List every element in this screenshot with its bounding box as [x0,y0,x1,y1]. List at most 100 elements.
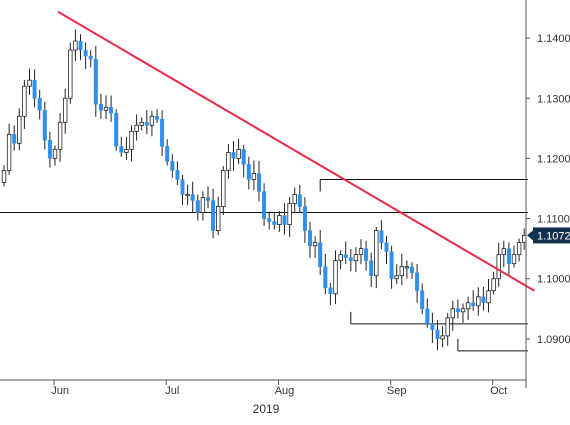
candle-body-up [486,290,491,304]
candle [231,141,236,172]
candle-body-down [241,149,246,165]
candle-body-up [287,203,292,225]
candle [129,125,134,162]
candle [262,183,267,227]
candle-body-down [78,40,83,51]
candle [170,153,175,178]
candle [139,117,144,131]
candle [338,250,343,270]
candle [78,34,83,61]
candle-body-up [450,308,455,319]
candle [124,136,129,160]
candle [353,247,359,272]
candle [415,263,420,303]
candle [221,166,226,215]
candle-body-down [144,122,149,126]
candle-body-up [338,254,343,262]
candle [277,211,282,232]
candle-body-down [211,200,216,231]
candle-body-down [369,260,374,276]
candle-body-down [455,308,460,313]
candle-body-up [476,296,481,307]
candle-body-up [149,115,155,126]
candle [103,95,109,119]
candle [185,184,190,206]
candle-body-up [394,275,399,280]
candle [12,125,17,151]
candle-body-up [277,215,282,225]
candle-body-up [226,151,231,171]
last-price-pointer [527,230,533,241]
candle [205,186,210,209]
candle [200,191,206,221]
y-tick-label: 1.1400 [537,33,570,45]
candle [358,239,364,265]
candle [450,300,455,331]
candle [486,279,491,313]
candle-body-down [471,302,476,307]
candle-body-down [282,215,287,225]
candle [481,286,486,311]
candle [6,123,12,175]
candle-body-down [32,80,37,99]
candle-body-down [47,140,52,159]
candle [297,184,302,213]
candle-body-up [57,121,63,150]
candle-body-down [154,116,159,120]
candle-body-up [496,254,501,280]
candle-body-down [415,272,420,291]
candle-body-up [185,194,190,197]
candle-body-down [160,119,165,147]
candle-body-up [440,335,445,340]
candle [63,88,68,134]
candle [144,109,149,135]
candle-body-up [73,40,78,51]
x-axis: Jun Jul Aug Sep Oct [0,379,526,397]
candle-body-down [384,242,389,252]
candle-body-up [63,97,68,123]
candle-body-up [236,148,241,159]
candle [180,174,185,206]
candle-body-up [200,197,206,213]
candle [236,138,241,165]
candle-body-up [516,242,522,256]
candle [435,320,440,351]
candle-body-up [103,106,109,111]
candle-body-up [52,148,58,159]
candle [241,144,246,178]
candle-body-up [501,248,506,256]
candle-body-up [522,235,527,244]
candle [215,196,221,236]
candle [52,145,58,166]
candle [445,312,450,346]
candle [308,222,313,258]
x-axis-year-label: 2019 [253,402,280,416]
candle [460,303,466,323]
candle [251,160,257,191]
candle [318,229,323,276]
candle-body-up [251,173,257,180]
candle [17,108,22,151]
candle-body-up [491,278,496,292]
candle [333,250,338,304]
candle [379,219,384,250]
candle-body-up [511,254,517,265]
x-tick-label: Oct [490,385,507,397]
candle-body-down [318,242,323,267]
candle [257,161,262,202]
last-price-label: 1.1072 [537,230,570,242]
last-price-box [533,227,570,244]
candle [195,194,200,221]
candle [165,139,170,166]
candle [226,143,231,179]
candle [312,236,318,258]
candle-body-down [195,200,200,213]
candle [440,326,445,348]
candle [374,226,379,289]
candle-body-down [262,191,267,219]
candle [323,253,328,295]
y-tick-label: 1.1100 [537,214,570,226]
candle [267,211,272,230]
candle [32,69,37,108]
